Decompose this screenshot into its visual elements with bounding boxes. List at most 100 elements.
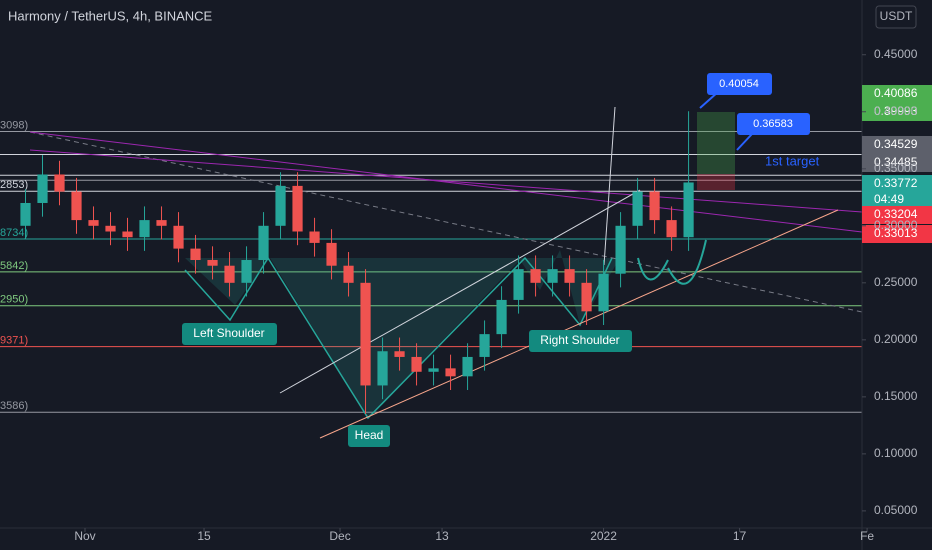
pattern-outline (184, 256, 613, 420)
x-tick-label: Fe (860, 529, 874, 543)
candle-body (564, 269, 575, 283)
x-tick-label: 15 (197, 529, 211, 543)
stop-zone (697, 174, 735, 190)
candle-body (173, 225, 184, 249)
candle-body (428, 368, 439, 372)
price-badge (862, 225, 932, 243)
candle-body (530, 269, 541, 283)
annotation: 1st target (765, 153, 820, 168)
trend-line (279, 189, 641, 394)
level-label: 2853) (0, 179, 28, 191)
price-badge-label: 0.33204 (874, 207, 918, 221)
candle-body (156, 220, 167, 226)
currency: USDT (880, 9, 913, 23)
currency-box (875, 5, 917, 29)
candle-body (411, 356, 422, 372)
annotation: Right Shoulder (540, 333, 619, 347)
candle-body (258, 225, 269, 261)
price-badge (862, 136, 932, 154)
callout: 0.40054 (719, 78, 759, 90)
x-tick-label: Nov (74, 529, 95, 543)
y-tick-label: 0.40000 (874, 104, 918, 118)
trend-line (29, 149, 863, 213)
pattern-fill (185, 250, 620, 418)
annotation: Left Shoulder (193, 326, 264, 340)
trend-line (603, 106, 616, 266)
candle-body (496, 299, 507, 335)
candle-body (547, 269, 558, 283)
countdown: 04:49 (874, 192, 904, 206)
target-zone (697, 112, 735, 174)
annotation-box (529, 330, 632, 352)
candle-body (20, 202, 31, 226)
level-label: 9371) (0, 334, 28, 346)
candle-body (71, 191, 82, 221)
level-label: 2950) (0, 294, 28, 306)
level-label: 8734) (0, 227, 28, 239)
y-tick-label: 0.45000 (874, 47, 918, 61)
candle-body (88, 220, 99, 226)
price-badge-label: 0.34485 (874, 155, 918, 169)
candle-body (190, 248, 201, 261)
chart-title: Harmony / TetherUS, 4h, BINANCE (8, 8, 213, 23)
price-badge-label: 0.39993 (874, 104, 918, 118)
candle-body (598, 273, 609, 312)
price-badge (862, 206, 932, 224)
price-badge (862, 175, 932, 211)
candle-body (105, 225, 116, 232)
candle-body (445, 368, 456, 377)
trend-line (319, 209, 839, 439)
candle-body (513, 269, 524, 300)
x-tick-label: Dec (329, 529, 350, 543)
price-badge-label: 0.33772 (874, 176, 918, 190)
x-tick-label: 17 (733, 529, 747, 543)
candle-body (462, 356, 473, 377)
callout-box (737, 113, 810, 135)
candle-body (343, 265, 354, 283)
level-label: 3098) (0, 119, 28, 131)
level-label: 5842) (0, 260, 28, 272)
price-badge-label: 0.34529 (874, 137, 918, 151)
y-tick-label: 0.20000 (874, 332, 918, 346)
trend-line (29, 131, 863, 313)
candle-body (139, 220, 150, 238)
candle-body (37, 174, 48, 203)
levels: 3098) 2853) 8734) 5842) 2950) 9371) 3586) (0, 119, 862, 413)
candle-body (377, 351, 388, 386)
x-tick-label: 13 (435, 529, 449, 543)
y-tick-label: 0.05000 (874, 503, 918, 517)
candle-body (122, 231, 133, 238)
candle-body (326, 242, 337, 266)
candle-body (666, 220, 677, 238)
y-tick-label: 0.35000 (874, 161, 918, 175)
y-tick-label: 0.10000 (874, 446, 918, 460)
candle-body (649, 191, 660, 221)
candle-body (683, 182, 694, 238)
candle-body (479, 334, 490, 357)
price-badge (862, 103, 932, 121)
candle-body (360, 282, 371, 386)
cup-handle (637, 239, 707, 285)
candle-body (632, 191, 643, 226)
candle-body (394, 351, 405, 357)
annotation: Head (355, 428, 384, 442)
y-tick-label: 0.30000 (874, 218, 918, 232)
candle-body (207, 260, 218, 266)
candle-body (241, 260, 252, 283)
price-badge-label: 0.33013 (874, 226, 918, 240)
level-label: 3586) (0, 400, 28, 412)
candle-body (54, 174, 65, 192)
y-tick-label: 0.25000 (874, 275, 918, 289)
candles (20, 111, 694, 414)
callout-pointer (736, 133, 753, 151)
callout: 0.36583 (753, 118, 793, 130)
candle-body (615, 225, 626, 274)
candle-body (309, 231, 320, 243)
price-badge (862, 154, 932, 172)
callout-box (707, 73, 772, 95)
candle-body (581, 282, 592, 312)
candle-body (275, 185, 286, 226)
price-badge-label: 0.40086 (874, 86, 918, 100)
